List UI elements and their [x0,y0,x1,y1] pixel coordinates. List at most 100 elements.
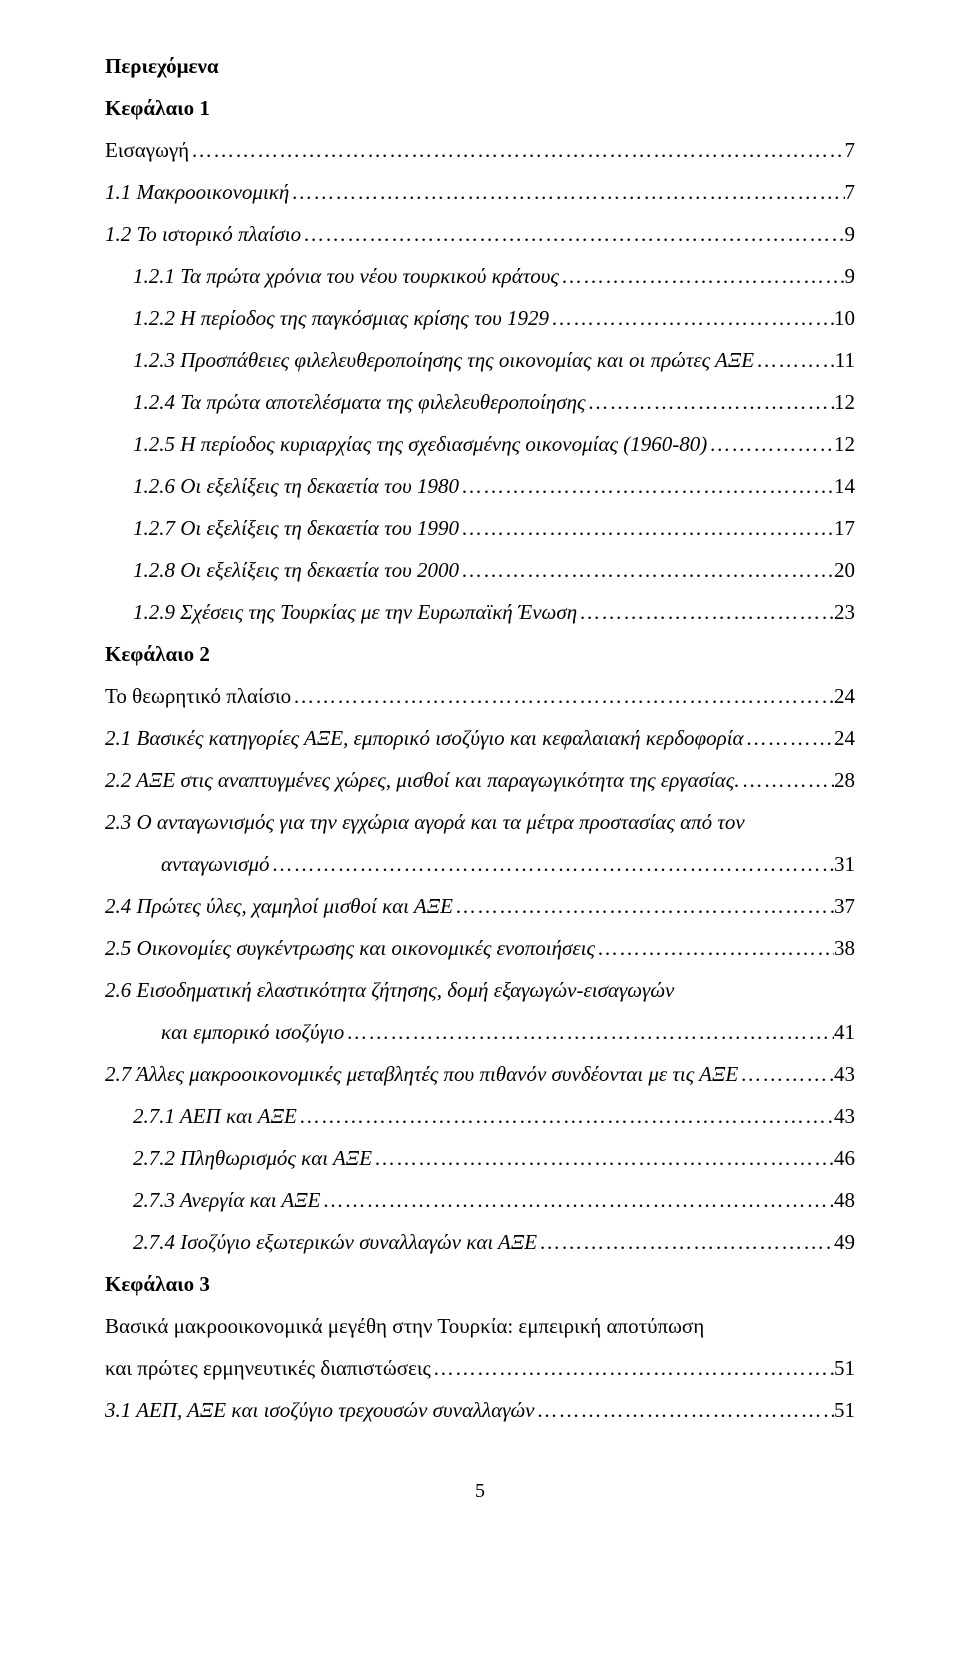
toc-intro: Βασικά μακροοικονομικά μεγέθη στην Τουρκ… [105,1305,855,1389]
toc-dots: …………………………………………………………………………………………………………… [459,549,834,591]
toc-label: ανταγωνισμό [161,843,270,885]
toc-label: 1.2.2 Η περίοδος της παγκόσμιας κρίσης τ… [133,297,549,339]
toc-item: 1.1 Μακροοικονομική………………………………………………………… [105,171,855,213]
toc-dots: …………………………………………………………………………………………………………… [754,339,835,381]
toc-intro: Εισαγωγή …………………………………………………………………………………… [105,129,855,171]
toc-dots: …………………………………………………………………………………………………………… [740,759,834,801]
toc-label: 2.1 Βασικές κατηγορίες ΑΞΕ, εμπορικό ισο… [105,717,744,759]
toc-page: 49 [834,1221,855,1263]
toc-dots: …………………………………………………………………………………………………………… [344,1011,834,1053]
toc-dots: …………………………………………………………………………………………………………… [744,717,834,759]
chapter-heading: Κεφάλαιο 2 [105,633,855,675]
toc-page: 7 [845,171,856,213]
toc-page: 9 [845,213,856,255]
toc-item: 1.2.7 Οι εξελίξεις τη δεκαετία του 1990…… [105,507,855,549]
toc-page: 51 [834,1389,855,1431]
toc-dots: …………………………………………………………………………………………………………… [577,591,834,633]
toc-label: 2.7 Άλλες μακροοικονομικές μεταβλητές πο… [105,1053,738,1095]
toc-label: 2.7.3 Ανεργία και ΑΞΕ [133,1179,320,1221]
toc-label: 1.2 Το ιστορικό πλαίσιο [105,213,301,255]
toc-dots: …………………………………………………………………………………………………… [431,1347,834,1389]
toc-page: 48 [834,1179,855,1221]
toc-label: 1.2.1 Τα πρώτα χρόνια του νέου τουρκικού… [133,255,559,297]
toc-item: 1.2.4 Τα πρώτα αποτελέσματα της φιλελευθ… [105,381,855,423]
toc-label: 1.2.6 Οι εξελίξεις τη δεκαετία του 1980 [133,465,459,507]
toc-item: 1.2.2 Η περίοδος της παγκόσμιας κρίσης τ… [105,297,855,339]
toc-label: 1.1 Μακροοικονομική [105,171,289,213]
toc-dots: …………………………………………………………………………………………………………… [549,297,834,339]
toc-page: 41 [834,1011,855,1053]
toc-page: 37 [834,885,855,927]
toc-label: 2.7.2 Πληθωρισμός και ΑΞΕ [133,1137,372,1179]
chapter-heading: Κεφάλαιο 1 [105,87,855,129]
toc-page: 14 [834,465,855,507]
toc-page: 9 [845,255,856,297]
toc-list: 1.1 Μακροοικονομική………………………………………………………… [105,171,855,633]
toc-dots: …………………………………………………………………………………………………… [189,129,844,171]
toc-page: 28 [834,759,855,801]
toc-dots: …………………………………………………………………………………………………………… [453,885,834,927]
chapter-heading: Κεφάλαιο 3 [105,1263,855,1305]
toc-item: και εμπορικό ισοζύγιο…………………………………………………… [105,1011,855,1053]
toc-page: 12 [834,423,855,465]
toc-item: 2.7.4 Ισοζύγιο εξωτερικών συναλλαγών και… [105,1221,855,1263]
toc-item: 1.2.9 Σχέσεις της Τουρκίας με την Ευρωπα… [105,591,855,633]
toc-item: 2.5 Οικονομίες συγκέντρωσης και οικονομι… [105,927,855,969]
toc-label: 1.2.8 Οι εξελίξεις τη δεκαετία του 2000 [133,549,459,591]
toc-label: 2.4 Πρώτες ύλες, χαμηλοί μισθοί και ΑΞΕ [105,885,453,927]
page-number: 5 [105,1471,855,1511]
toc-dots: …………………………………………………………………………………………………………… [559,255,845,297]
toc-label: 1.2.5 Η περίοδος κυριαρχίας της σχεδιασμ… [133,423,707,465]
toc-page: 7 [845,129,856,171]
toc-item: 3.1 ΑΕΠ, ΑΞΕ και ισοζύγιο τρεχουσών συνα… [105,1389,855,1431]
toc-item: 2.7 Άλλες μακροοικονομικές μεταβλητές πο… [105,1053,855,1095]
toc-item: 2.7.1 ΑΕΠ και ΑΞΕ……………………………………………………………… [105,1095,855,1137]
toc-page: 10 [834,297,855,339]
toc-dots: …………………………………………………………………………………………………………… [297,1095,834,1137]
toc-dots: …………………………………………………………………………………………………………… [459,507,834,549]
toc-page: 24 [834,717,855,759]
toc-dots: …………………………………………………………………………………………………………… [289,171,844,213]
toc-page: 23 [834,591,855,633]
toc-label: 1.2.3 Προσπάθειες φιλελευθεροποίησης της… [133,339,754,381]
page: Περιεχόμενα Κεφάλαιο 1 Εισαγωγή ……………………… [0,0,960,1680]
toc-item: 1.2 Το ιστορικό πλαίσιο……………………………………………… [105,213,855,255]
toc-item: 1.2.6 Οι εξελίξεις τη δεκαετία του 1980…… [105,465,855,507]
toc-item: 2.7.3 Ανεργία και ΑΞΕ…………………………………………………… [105,1179,855,1221]
toc-page: 46 [834,1137,855,1179]
toc-label: 2.6 Εισοδηματική ελαστικότητα ζήτησης, δ… [105,969,674,1011]
toc-item: 1.2.8 Οι εξελίξεις τη δεκαετία του 2000…… [105,549,855,591]
toc-page: 20 [834,549,855,591]
toc-item: 2.7.2 Πληθωρισμός και ΑΞΕ………………………………………… [105,1137,855,1179]
toc-label: 3.1 ΑΕΠ, ΑΞΕ και ισοζύγιο τρεχουσών συνα… [105,1389,534,1431]
toc-label: και πρώτες ερμηνευτικές διαπιστώσεις [105,1347,431,1389]
toc-item: 1.2.3 Προσπάθειες φιλελευθεροποίησης της… [105,339,855,381]
toc-dots: …………………………………………………………………………………………………………… [586,381,834,423]
toc-item: 2.3 Ο ανταγωνισμός για την εγχώρια αγορά… [105,801,855,843]
toc-label: Εισαγωγή [105,129,189,171]
toc-label: 2.7.1 ΑΕΠ και ΑΞΕ [133,1095,297,1137]
toc-dots: …………………………………………………………………………………………………………… [320,1179,834,1221]
toc-dots: …………………………………………………………………………………………………………… [537,1221,834,1263]
toc-list: 2.1 Βασικές κατηγορίες ΑΞΕ, εμπορικό ισο… [105,717,855,1263]
toc-list: 3.1 ΑΕΠ, ΑΞΕ και ισοζύγιο τρεχουσών συνα… [105,1389,855,1431]
toc-page: 51 [834,1347,855,1389]
toc-label: Βασικά μακροοικονομικά μεγέθη στην Τουρκ… [105,1305,704,1347]
toc-dots: …………………………………………………………………………………………………………… [270,843,834,885]
toc-page: 31 [834,843,855,885]
toc-dots: …………………………………………………………………………………………………………… [738,1053,834,1095]
page-title: Περιεχόμενα [105,45,855,87]
toc-item: 1.2.1 Τα πρώτα χρόνια του νέου τουρκικού… [105,255,855,297]
toc-label: 2.5 Οικονομίες συγκέντρωσης και οικονομι… [105,927,595,969]
toc-page: 11 [835,339,855,381]
toc-item: 2.2 ΑΞΕ στις αναπτυγμένες χώρες, μισθοί … [105,759,855,801]
toc-intro: Το θεωρητικό πλαίσιο …………………………………………………… [105,675,855,717]
toc-label: 2.2 ΑΞΕ στις αναπτυγμένες χώρες, μισθοί … [105,759,740,801]
toc-page: 12 [834,381,855,423]
toc-dots: …………………………………………………………………………………………………………… [459,465,834,507]
toc-item: 2.4 Πρώτες ύλες, χαμηλοί μισθοί και ΑΞΕ…… [105,885,855,927]
toc-dots: …………………………………………………………………………………………………………… [301,213,844,255]
toc-item: 2.1 Βασικές κατηγορίες ΑΞΕ, εμπορικό ισο… [105,717,855,759]
toc-label: και εμπορικό ισοζύγιο [161,1011,344,1053]
toc-label: 1.2.9 Σχέσεις της Τουρκίας με την Ευρωπα… [133,591,577,633]
